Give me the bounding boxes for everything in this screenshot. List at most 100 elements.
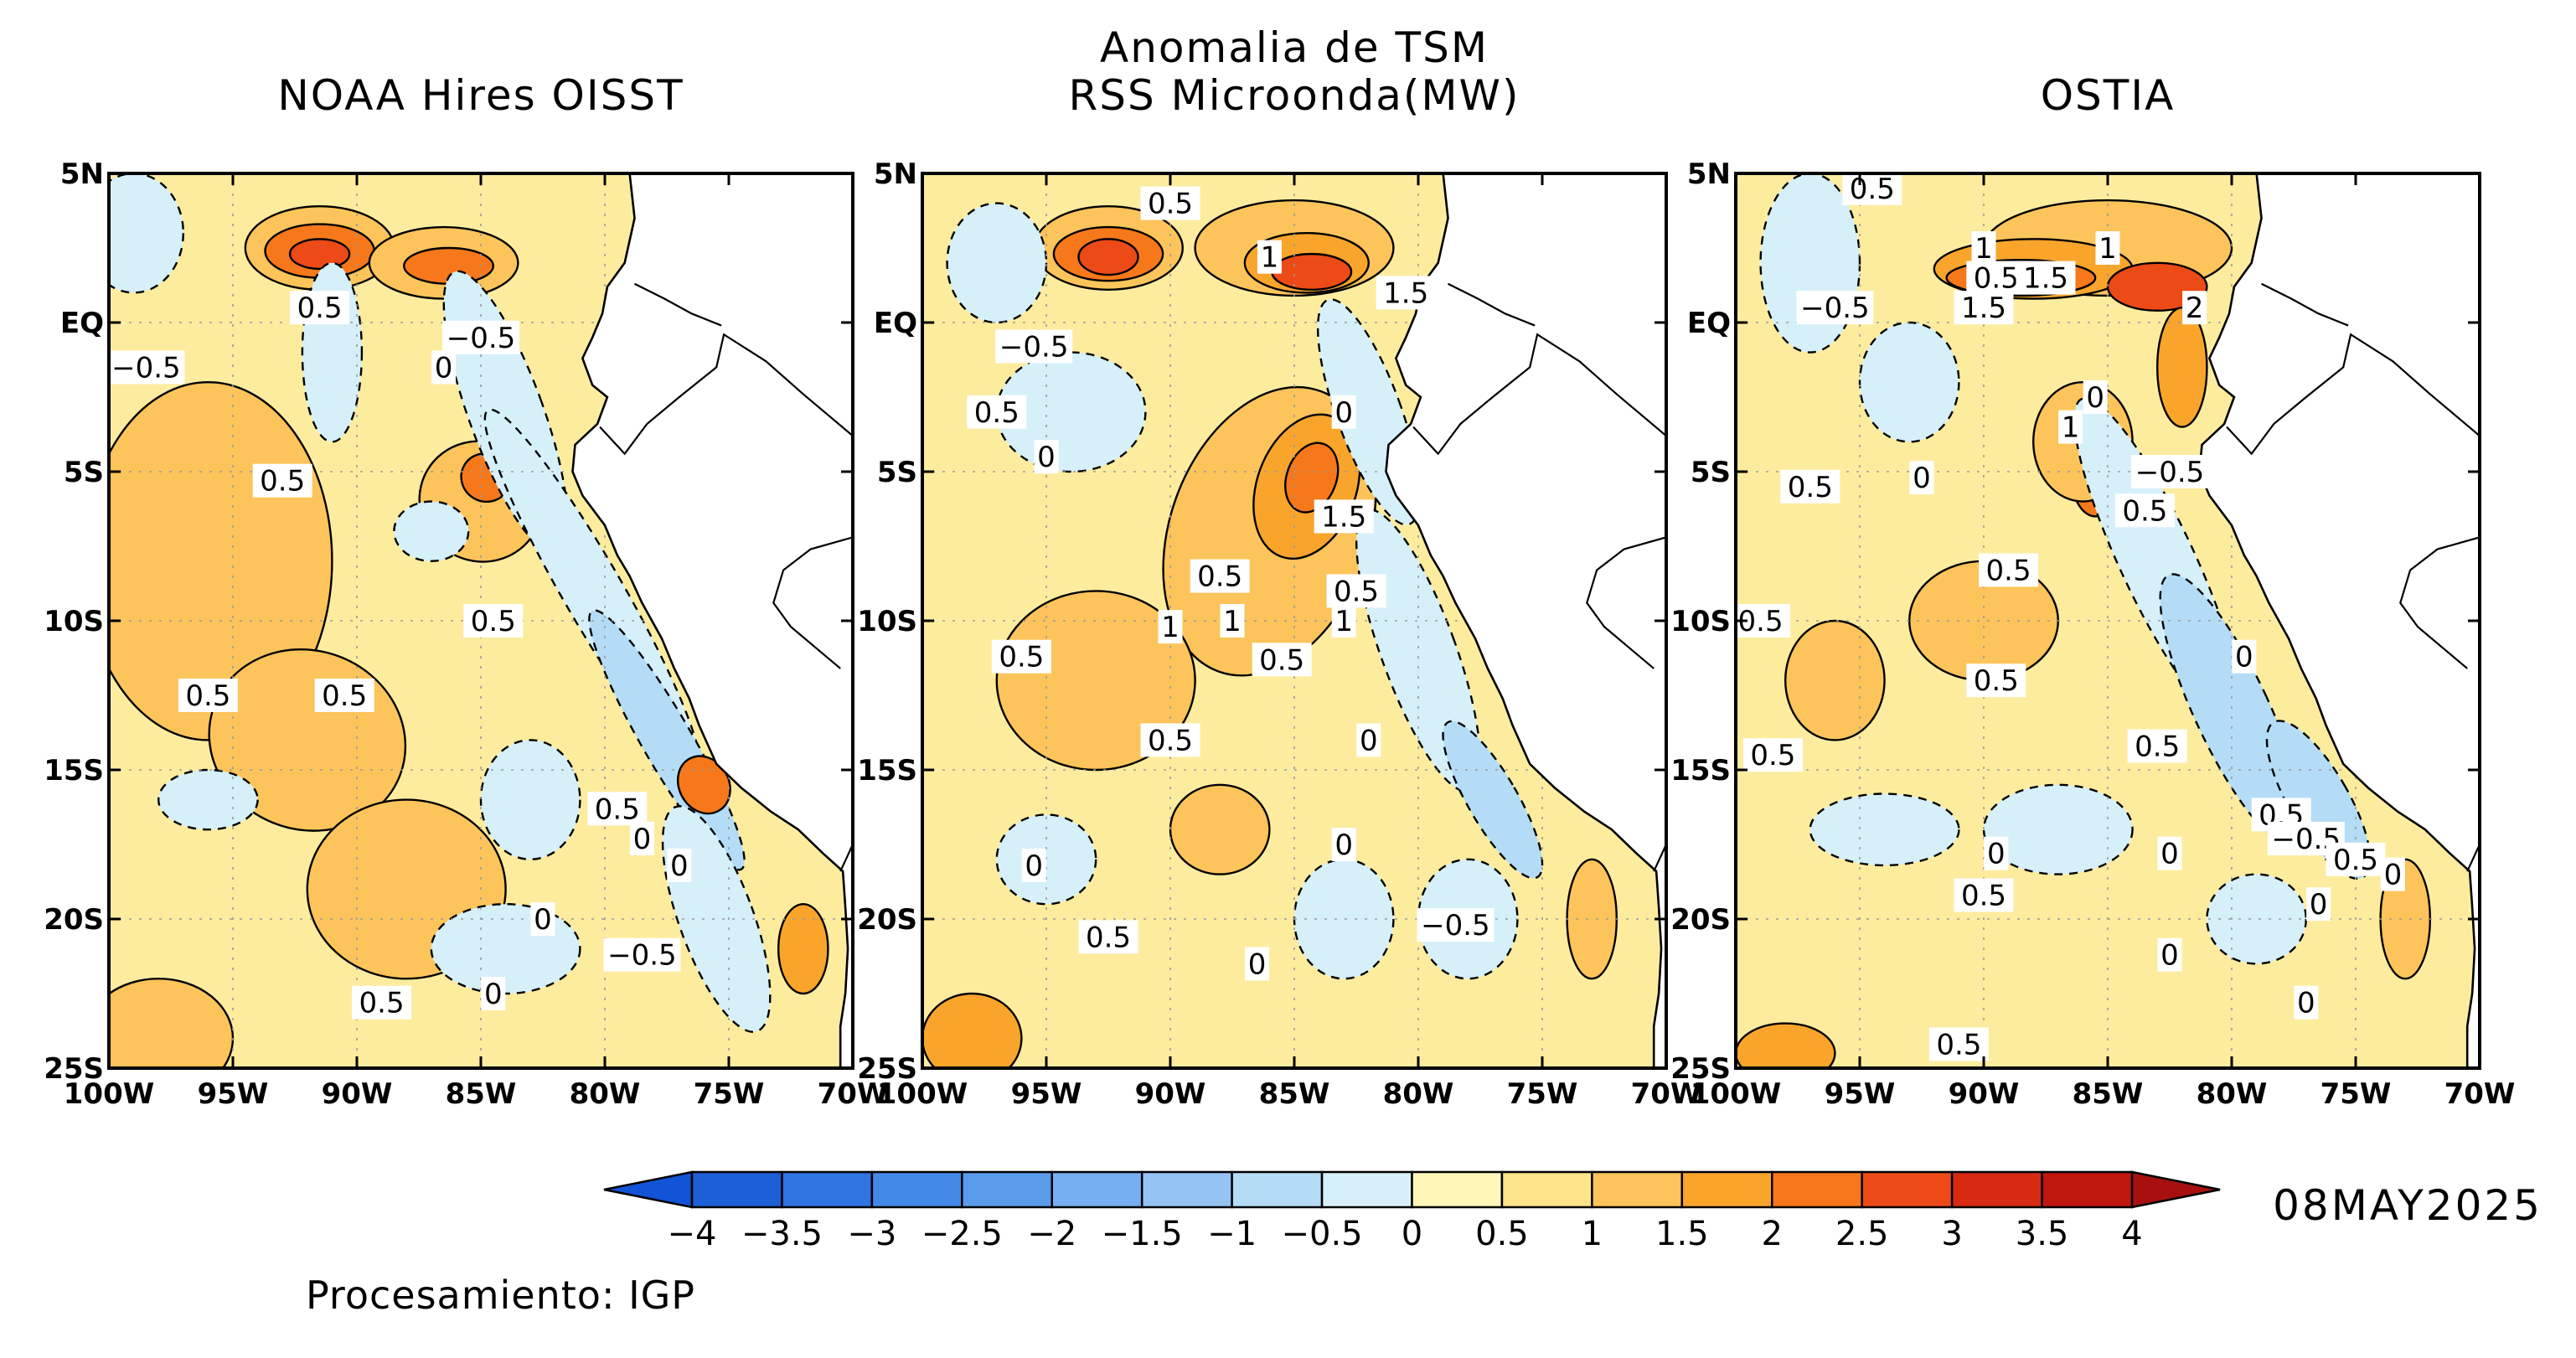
contour-label: −0.5 xyxy=(1800,292,1870,325)
contour-label-bg xyxy=(1021,848,1046,882)
country-border xyxy=(772,536,853,669)
contour-label-bg xyxy=(442,320,519,354)
anomaly-patch-ostia xyxy=(1809,793,1960,867)
contour-label: 0 xyxy=(1025,849,1043,883)
contour-label-bg xyxy=(629,821,654,855)
colorbar-swatch xyxy=(690,1170,783,1209)
grid-lines-ostia xyxy=(1736,173,2480,1068)
contour-label-bg xyxy=(1842,173,1902,205)
lat-tick-label: 15S xyxy=(1670,754,1731,787)
contour-label: 0.5 xyxy=(185,679,230,713)
lon-tick-label: 95W xyxy=(1011,1077,1082,1111)
contour-label-bg xyxy=(2232,639,2257,674)
lon-tick-label: 85W xyxy=(1259,1077,1330,1111)
contour-label: 0 xyxy=(633,823,652,856)
contour-label: 0 xyxy=(1334,396,1353,430)
contour-label: 0.5 xyxy=(1850,173,1895,206)
colorbar-label: −4 xyxy=(668,1215,717,1253)
lon-tick-label: 90W xyxy=(1135,1077,1206,1111)
colorbar-label: −1.5 xyxy=(1102,1215,1183,1253)
anomaly-patch-ostia xyxy=(2155,307,2208,428)
contour-label-bg xyxy=(2114,493,2175,528)
lat-tick-label: 5N xyxy=(1687,157,1731,191)
lon-tick-label: 70W xyxy=(818,1077,889,1111)
contour-label: 1.5 xyxy=(1321,500,1366,534)
contour-label: 0 xyxy=(2297,987,2315,1020)
contour-label: 2 xyxy=(2186,292,2204,325)
lon-tick-label: 70W xyxy=(2444,1077,2516,1111)
contour-label-bg xyxy=(2306,887,2331,922)
contour-label-bg xyxy=(1971,231,1996,265)
lat-tick-label: 5S xyxy=(64,456,104,489)
contour-label-bg xyxy=(314,679,374,712)
contour-label: 1.5 xyxy=(2023,262,2068,296)
anomaly-patch-ostia xyxy=(2206,873,2308,965)
contour-label: 0 xyxy=(2310,888,2328,922)
anomaly-patch-rss xyxy=(1442,720,1544,880)
contour-label: 0.5 xyxy=(2333,844,2378,877)
colorbar-swatch xyxy=(1950,1170,2043,1209)
contour-label: 0 xyxy=(1248,948,1267,981)
contour-label-bg xyxy=(2131,455,2208,488)
contour-label-bg xyxy=(252,463,312,498)
colorbar-swatch xyxy=(1140,1170,1233,1209)
contour-label-bg xyxy=(530,902,555,936)
panel-title-ostia: OSTIA xyxy=(2041,71,2176,120)
contour-label: 0.5 xyxy=(1197,560,1242,594)
country-border xyxy=(1412,333,1666,456)
contour-label: 0.5 xyxy=(2122,494,2167,528)
colorbar-swatch xyxy=(961,1170,1053,1209)
country-border xyxy=(2261,282,2349,327)
lat-tick-label: 25S xyxy=(857,1052,917,1086)
contour-label-bg xyxy=(1331,604,1356,638)
contour-label: 0 xyxy=(2086,381,2104,415)
contour-label: 0.5 xyxy=(1788,471,1833,504)
contour-label-bg xyxy=(587,792,648,826)
land-mass xyxy=(2198,173,2480,1068)
contour-label-bg xyxy=(109,350,185,385)
colorbar-label: 0 xyxy=(1402,1215,1422,1253)
contour-label-bg xyxy=(1331,828,1356,861)
colorbar-label: −2.5 xyxy=(921,1215,1003,1253)
lon-tick-label: 80W xyxy=(1383,1077,1454,1111)
anomaly-patch-rss xyxy=(1271,252,1353,292)
contour-label-bg xyxy=(431,350,457,385)
colorbar-label: 1.5 xyxy=(1655,1215,1709,1253)
contour-label-bg xyxy=(1326,574,1386,608)
colorbar-swatch xyxy=(1500,1170,1593,1209)
colorbar-swatch xyxy=(1771,1170,1863,1209)
contour-label-bg xyxy=(1928,1027,1989,1061)
contour-label-bg xyxy=(603,937,681,972)
land-rss xyxy=(1385,173,1666,1068)
lon-tick-label: 85W xyxy=(2073,1077,2144,1111)
contour-label: −0.5 xyxy=(111,351,181,385)
contour-label-bg xyxy=(2380,857,2405,891)
contour-label-bg xyxy=(352,985,412,1020)
contour-label: 0.5 xyxy=(1961,880,2006,913)
land-mass xyxy=(571,173,853,1068)
lon-tick-label: 75W xyxy=(1507,1077,1578,1111)
contour-label-bg xyxy=(995,329,1073,364)
lon-tick-label: 90W xyxy=(1949,1077,2020,1111)
land-mass xyxy=(1385,173,1666,1068)
contour-label: −0.5 xyxy=(1421,909,1490,942)
contour-label-bg xyxy=(290,291,350,325)
country-border xyxy=(2466,844,2480,872)
anomaly-patch-rss xyxy=(1566,858,1618,980)
contour-label: 0.5 xyxy=(1148,724,1193,757)
lon-tick-label: 85W xyxy=(446,1077,517,1111)
anomaly-patch-ostia xyxy=(1784,619,1886,741)
lon-tick-label: 95W xyxy=(198,1077,269,1111)
lat-tick-label: EQ xyxy=(874,307,917,340)
contour-label: 0.5 xyxy=(1974,262,2019,296)
contour-label-bg xyxy=(667,848,692,882)
colorbar-swatch xyxy=(781,1170,874,1209)
colorbar-label: −2 xyxy=(1027,1215,1076,1253)
colorbar-swatch xyxy=(2041,1170,2134,1209)
contour-label: 0.5 xyxy=(359,987,405,1020)
lat-tick-label: 5N xyxy=(60,157,104,191)
anomaly-patch-oisst xyxy=(393,500,470,563)
